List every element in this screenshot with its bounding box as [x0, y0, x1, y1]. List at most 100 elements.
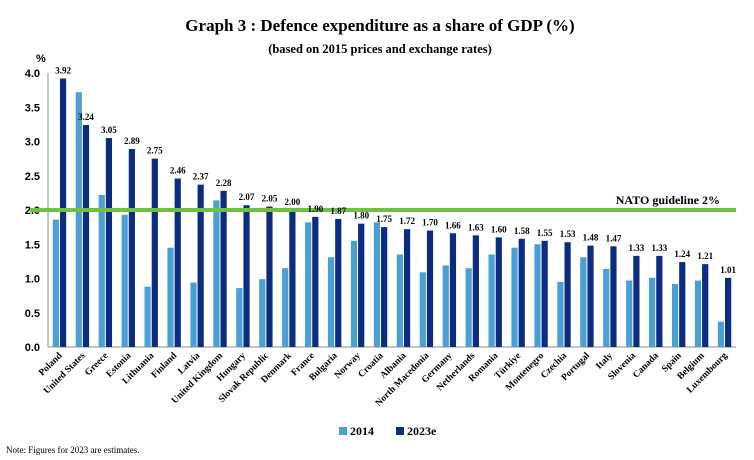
legend: 2014 2023e	[339, 424, 437, 438]
bar-2014-22	[534, 244, 541, 347]
bar-2014-13	[327, 257, 335, 347]
bar-2014-8	[213, 200, 220, 347]
bar-2023e-13	[335, 218, 342, 347]
bar-2023e-2	[82, 125, 90, 347]
data-label: 1.66	[445, 220, 461, 230]
bar-2014-14	[350, 240, 358, 347]
bar-2014-18	[442, 265, 449, 347]
data-label: 1.24	[674, 249, 690, 259]
legend-swatch-2014	[339, 427, 347, 435]
bar-2023e-14	[358, 223, 365, 347]
data-label: 1.60	[491, 224, 507, 234]
bar-2014-25	[603, 268, 610, 347]
bar-2014-5	[144, 286, 151, 347]
bar-2014-19	[465, 268, 472, 347]
data-label: 1.33	[629, 243, 645, 253]
x-tick-label: Finland	[150, 351, 180, 381]
bar-2023e-4	[128, 149, 135, 347]
data-label: 1.87	[330, 206, 346, 216]
bar-2014-1	[52, 219, 59, 347]
bar-2023e-6	[174, 178, 181, 347]
bar-2014-24	[580, 257, 587, 347]
y-tick-label: 0.5	[25, 308, 40, 320]
y-tick-labels: 0.00.51.01.52.02.53.03.54.0	[25, 68, 40, 354]
bar-2023e-29	[702, 264, 709, 347]
data-label: 1.21	[697, 251, 713, 261]
bar-2014-23	[557, 281, 564, 347]
data-label: 3.05	[101, 125, 117, 135]
bar-2023e-17	[426, 230, 434, 347]
bar-2014-28	[671, 283, 679, 347]
y-tick-label: 3.0	[25, 137, 40, 149]
bar-2014-20	[488, 254, 495, 347]
bar-2023e-19	[472, 235, 479, 347]
chart-title: Graph 3 : Defence expenditure as a share…	[185, 16, 574, 35]
data-label: 1.01	[720, 265, 736, 275]
legend-swatch-2023e	[396, 427, 404, 435]
y-tick-label: 3.5	[25, 102, 40, 114]
bar-2023e-18	[449, 233, 457, 347]
nato-guideline: NATO guideline 2%	[30, 193, 736, 212]
data-label: 2.89	[124, 136, 140, 146]
data-label: 1.70	[422, 218, 438, 228]
bar-2023e-22	[541, 240, 548, 347]
bar-2014-7	[190, 282, 197, 347]
bar-2023e-15	[381, 227, 388, 347]
data-label: 1.90	[307, 204, 323, 214]
y-tick-label: 4.0	[25, 68, 40, 80]
bar-2023e-5	[151, 158, 158, 347]
bar-2023e-27	[656, 255, 663, 347]
bar-2023e-23	[564, 242, 571, 347]
data-label: 1.72	[399, 216, 415, 226]
bar-2023e-26	[633, 255, 640, 347]
y-tick-label: 1.0	[25, 274, 40, 286]
bar-2014-26	[626, 280, 633, 347]
bar-2023e-28	[679, 262, 686, 347]
bar-2014-15	[373, 222, 381, 347]
bar-2023e-24	[587, 245, 594, 347]
bar-2014-9	[236, 288, 243, 347]
bar-2014-4	[121, 214, 128, 347]
bar-2023e-10	[266, 206, 273, 347]
data-label: 2.00	[285, 197, 301, 207]
bar-2014-30	[717, 321, 725, 347]
bar-2014-29	[694, 280, 702, 347]
bar-2023e-7	[197, 184, 204, 347]
bar-2023e-12	[312, 216, 319, 347]
data-label: 2.37	[193, 172, 209, 182]
x-tick-label: Canada	[631, 351, 661, 381]
bar-2023e-16	[403, 229, 411, 347]
data-label: 2.46	[170, 165, 186, 175]
data-label: 1.63	[468, 222, 484, 232]
legend-label-2014: 2014	[350, 424, 374, 438]
bar-series	[52, 78, 732, 348]
data-label: 1.47	[606, 233, 622, 243]
data-label: 1.55	[537, 228, 553, 238]
data-label: 3.92	[55, 65, 71, 75]
y-axis-unit: %	[36, 53, 46, 65]
data-label: 2.05	[262, 194, 278, 204]
bar-2023e-20	[495, 237, 502, 347]
data-label: 3.24	[78, 112, 94, 122]
footnote: Note: Figures for 2023 are estimates.	[6, 445, 139, 455]
bar-2014-12	[305, 222, 312, 347]
y-tick-label: 1.5	[25, 239, 40, 251]
chart-subtitle: (based on 2015 prices and exchange rates…	[268, 42, 492, 56]
bar-2014-10	[259, 279, 266, 347]
data-label: 1.53	[560, 229, 576, 239]
bar-2014-27	[649, 277, 656, 347]
data-labels: 3.92 3.24 3.05 2.89 2.75 2.46 2.37 2.28 2.07 2.05…	[55, 65, 736, 274]
y-tick-label: 2.5	[25, 171, 40, 183]
data-label: 1.48	[583, 233, 599, 243]
bar-2023e-25	[610, 246, 617, 347]
bar-2014-16	[396, 254, 403, 347]
data-label: 1.58	[514, 226, 530, 236]
bar-2014-17	[419, 272, 426, 347]
legend-label-2023e: 2023e	[407, 424, 437, 438]
data-label: 2.75	[147, 146, 163, 156]
bar-2014-2	[75, 92, 82, 348]
data-label: 1.33	[651, 243, 667, 253]
bar-2023e-9	[243, 205, 250, 347]
